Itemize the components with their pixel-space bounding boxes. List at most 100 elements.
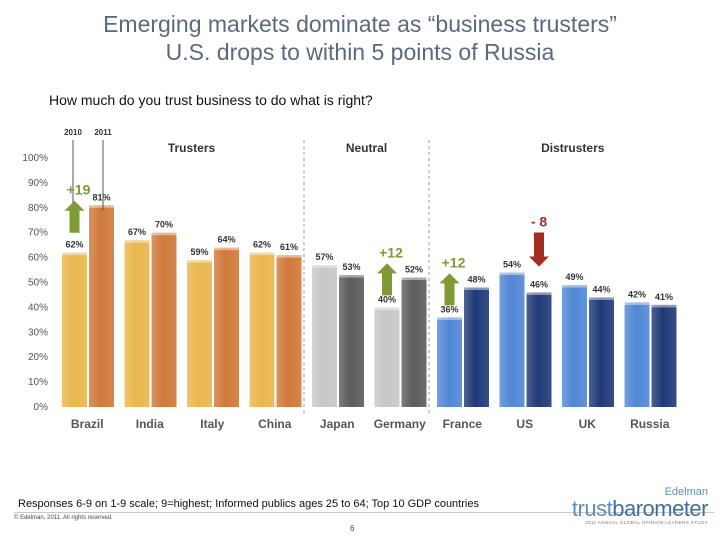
x-tick-label: India: [136, 417, 164, 431]
y-tick-label: 80%: [28, 203, 48, 214]
edelman-trustbarometer-logo: Edelman trustbarometer 2011 ANNUAL GLOBA…: [571, 486, 709, 525]
legend-2010: 2010: [64, 128, 82, 137]
change-label-germany: +12: [379, 244, 403, 260]
bar-france-2011: [464, 287, 489, 407]
y-tick-label: 50%: [28, 278, 48, 289]
bar-highlight: [249, 252, 275, 256]
bar-highlight: [151, 232, 177, 236]
copyright: © Edelman, 2011. All rights reserved.: [14, 515, 113, 521]
bar-chart: 0% 10% 20% 30% 40% 50% 60% 70% 80% 90% 100% 62% 81% B…: [22, 128, 677, 431]
bar-highlight: [276, 255, 302, 258]
y-tick-label: 100%: [22, 153, 48, 164]
bar-brazil-2010: [62, 252, 87, 407]
bar-russia-2011: [651, 304, 677, 407]
x-tick-label: China: [258, 417, 292, 431]
bar-highlight: [562, 284, 587, 288]
x-tick-label: UK: [579, 417, 597, 431]
bar-india-2010: [124, 240, 150, 407]
bar-highlight: [651, 304, 677, 308]
value-label: 67%: [128, 227, 146, 237]
value-label: 62%: [65, 240, 83, 250]
chart-question: How much do you trust business to do wha…: [49, 92, 373, 108]
bar-russia-2010: [624, 302, 650, 407]
down-arrow-icon: [529, 232, 549, 267]
bar-highlight: [624, 302, 650, 305]
value-label: 81%: [92, 192, 110, 202]
value-label: 64%: [217, 235, 235, 245]
x-tick-label: US: [516, 417, 533, 431]
up-arrow-icon: [377, 263, 397, 296]
logo-brand: Edelman: [664, 486, 708, 498]
bar-brazil-2011: [89, 205, 114, 407]
bar-highlight: [464, 287, 489, 290]
bar-highlight: [89, 205, 114, 208]
value-label: 44%: [592, 284, 610, 294]
bar-highlight: [124, 240, 150, 243]
bar-france-2010: [437, 317, 462, 407]
change-label-us: - 8: [531, 214, 548, 230]
bar-china-2010: [249, 252, 275, 407]
bar-highlight: [374, 307, 400, 310]
bar-japan-2010: [312, 265, 337, 407]
bar-highlight: [589, 297, 614, 300]
value-label: 36%: [440, 304, 458, 314]
x-tick-label: Russia: [630, 417, 670, 431]
y-tick-label: 0%: [34, 402, 49, 413]
group-heading-trusters: Trusters: [168, 141, 216, 155]
value-label: 54%: [503, 260, 521, 270]
value-label: 57%: [315, 252, 333, 262]
bar-india-2011: [151, 232, 177, 407]
x-tick-label: France: [443, 417, 483, 431]
logo-word-trust: trust: [571, 496, 613, 521]
value-label: 59%: [190, 247, 208, 257]
change-label-brazil: +19: [67, 182, 91, 198]
value-label: 52%: [405, 265, 423, 275]
footnote: Responses 6-9 on 1-9 scale; 9=highest; I…: [18, 498, 479, 510]
page-number: 6: [350, 524, 355, 533]
value-label: 48%: [467, 274, 485, 284]
up-arrow-icon: [64, 200, 85, 233]
slide-subtitle: U.S. drops to within 5 points of Russia: [165, 39, 555, 65]
y-tick-label: 60%: [28, 253, 48, 264]
logo-wordmark: trustbarometer: [571, 496, 709, 521]
y-tick-label: 40%: [28, 302, 48, 313]
y-tick-label: 90%: [28, 178, 48, 189]
slide-title: Emerging markets dominate as “business t…: [103, 11, 617, 37]
bar-china-2011: [276, 255, 302, 407]
value-label: 62%: [253, 240, 271, 250]
bar-highlight: [214, 247, 239, 251]
y-tick-label: 20%: [28, 352, 48, 363]
bar-us-2010: [499, 272, 525, 407]
up-arrow-icon: [439, 273, 460, 306]
value-label: 49%: [565, 272, 583, 282]
legend-2011: 2011: [94, 128, 112, 137]
y-tick-label: 70%: [28, 228, 48, 239]
bar-highlight: [339, 275, 364, 278]
value-label: 61%: [280, 242, 298, 252]
value-label: 46%: [530, 279, 548, 289]
bar-uk-2011: [589, 297, 614, 407]
x-tick-label: Italy: [200, 417, 224, 431]
x-tick-label: Germany: [374, 417, 426, 431]
bar-highlight: [187, 260, 212, 263]
bar-highlight: [62, 252, 87, 256]
value-label: 70%: [155, 220, 173, 230]
x-tick-label: Japan: [320, 417, 355, 431]
y-tick-label: 30%: [28, 327, 48, 338]
bar-highlight: [312, 265, 337, 268]
bar-italy-2010: [187, 260, 212, 407]
bar-germany-2010: [374, 307, 400, 407]
bar-highlight: [499, 272, 525, 276]
change-label-france: +12: [442, 254, 466, 270]
bar-highlight: [437, 317, 462, 320]
value-label: 53%: [342, 262, 360, 272]
logo-tagline: 2011 ANNUAL GLOBAL OPINION LEADERS STUDY: [585, 520, 708, 525]
group-heading-distrusters: Distrusters: [541, 141, 605, 155]
value-label: 41%: [655, 292, 673, 302]
bar-japan-2011: [339, 275, 364, 407]
bar-germany-2011: [401, 277, 427, 407]
bar-highlight: [401, 277, 427, 281]
value-label: 40%: [378, 294, 396, 304]
footer-divider: [14, 512, 714, 513]
bar-italy-2011: [214, 247, 239, 407]
